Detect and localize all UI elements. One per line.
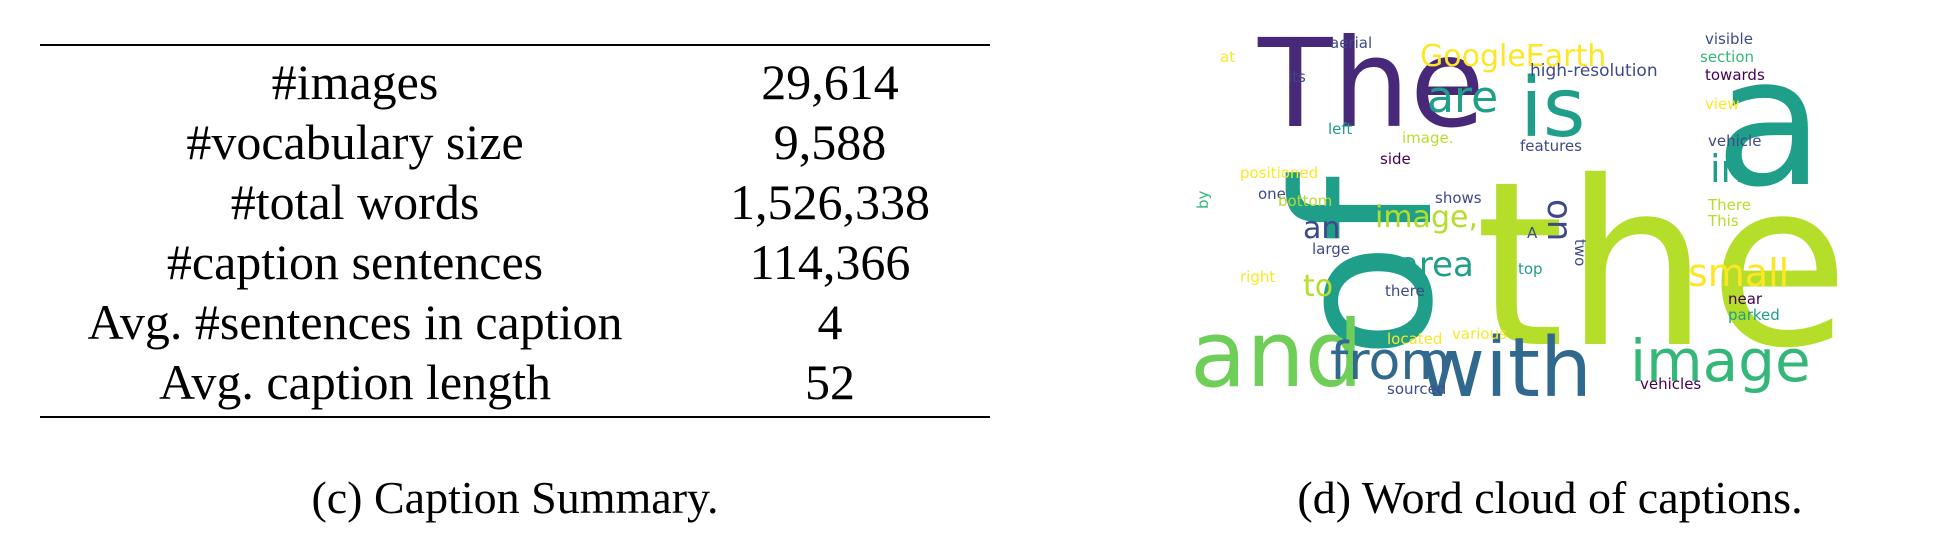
summary-label: Avg. #sentences in caption <box>87 294 623 350</box>
summary-label: #caption sentences <box>166 234 544 290</box>
word-cloud-word: features <box>1520 137 1582 155</box>
word-cloud-word: image. <box>1402 129 1454 147</box>
summary-value: 114,366 <box>749 234 911 290</box>
word-cloud-word: top <box>1518 260 1543 278</box>
word-cloud-word: image, <box>1375 200 1478 235</box>
summary-table-body: #images 29,614 #vocabulary size 9,588 #total… <box>40 45 990 417</box>
word-cloud-word: small <box>1688 251 1789 295</box>
word-cloud-word: located <box>1387 330 1442 348</box>
word-cloud: the a of The is and with from image GoogleEarth ar… <box>1190 14 1910 414</box>
word-cloud-word: of <box>1254 172 1475 359</box>
caption-summary-title: (c) Caption Summary. <box>311 472 719 523</box>
summary-value: 9,588 <box>773 114 887 170</box>
word-cloud-word: the <box>1475 132 1849 398</box>
caption-summary-table: #images 29,614 #vocabulary size 9,588 #total… <box>40 44 990 418</box>
word-cloud-word: positioned <box>1240 164 1318 182</box>
word-cloud-word: GoogleEarth <box>1420 39 1606 74</box>
summary-row: #total words 1,526,338 <box>40 172 990 232</box>
word-cloud-word: one <box>1258 185 1286 203</box>
summary-label: #vocabulary size <box>186 114 524 170</box>
word-cloud-word: There <box>1707 196 1751 214</box>
word-cloud-word: various <box>1452 325 1507 343</box>
word-cloud-word: by <box>1194 190 1212 209</box>
word-cloud-word: The <box>1257 14 1485 155</box>
word-cloud-word: image <box>1630 327 1811 395</box>
word-cloud-word: shows <box>1435 189 1482 207</box>
word-cloud-word: This <box>1707 212 1739 230</box>
word-cloud-word: large <box>1312 240 1350 258</box>
word-cloud-word: area <box>1398 245 1474 285</box>
word-cloud-word: and <box>1190 301 1363 408</box>
word-cloud-word: A <box>1527 224 1538 242</box>
word-cloud-word: is <box>1520 61 1586 156</box>
summary-table: #images 29,614 #vocabulary size 9,588 #total… <box>40 44 990 418</box>
word-cloud-word: to <box>1303 269 1333 304</box>
word-cloud-word: there <box>1385 282 1425 300</box>
word-cloud-word: bottom <box>1278 192 1332 210</box>
word-cloud-word: in <box>1710 147 1745 191</box>
word-cloud-word: high-resolution <box>1530 61 1658 81</box>
summary-value: 1,526,338 <box>730 174 930 230</box>
word-cloud-word: its <box>1288 68 1306 86</box>
word-cloud-word: an <box>1303 211 1340 246</box>
word-cloud-word: aerial <box>1330 34 1372 52</box>
word-cloud-word: view <box>1705 95 1740 113</box>
summary-label: #images <box>271 54 439 110</box>
word-cloud-word: at <box>1220 48 1235 66</box>
summary-label: Avg. caption length <box>158 354 552 410</box>
word-cloud-word: vehicle <box>1708 132 1761 150</box>
word-cloud-word: from <box>1330 332 1451 392</box>
word-cloud-word: near <box>1728 290 1763 308</box>
word-cloud-word: section <box>1700 48 1754 66</box>
word-cloud-word: with <box>1418 321 1592 414</box>
word-cloud-word: parked <box>1728 306 1780 324</box>
word-cloud-word: right <box>1240 268 1275 286</box>
summary-row: #images 29,614 <box>40 45 990 112</box>
summary-row: #caption sentences 114,366 <box>40 232 990 292</box>
word-cloud-word: side <box>1380 150 1411 168</box>
word-cloud-word: vehicles <box>1640 375 1701 393</box>
word-cloud-word: are <box>1427 72 1498 123</box>
word-cloud-word: towards <box>1705 66 1765 84</box>
summary-row: Avg. caption length 52 <box>40 352 990 417</box>
summary-value: 29,614 <box>761 54 899 110</box>
word-cloud-word: sourced <box>1387 380 1446 398</box>
word-cloud-word: a <box>1715 19 1824 226</box>
word-cloud-word: on <box>1539 199 1579 241</box>
word-cloud-word: left <box>1328 120 1352 138</box>
summary-label: #total words <box>230 174 480 230</box>
summary-value: 52 <box>805 354 855 410</box>
summary-row: Avg. #sentences in caption 4 <box>40 292 990 352</box>
summary-value: 4 <box>817 294 843 350</box>
summary-row: #vocabulary size 9,588 <box>40 112 990 172</box>
word-cloud-word: two <box>1571 239 1589 266</box>
word-cloud-word: visible <box>1705 30 1753 48</box>
word-cloud-title: (d) Word cloud of captions. <box>1297 472 1803 523</box>
